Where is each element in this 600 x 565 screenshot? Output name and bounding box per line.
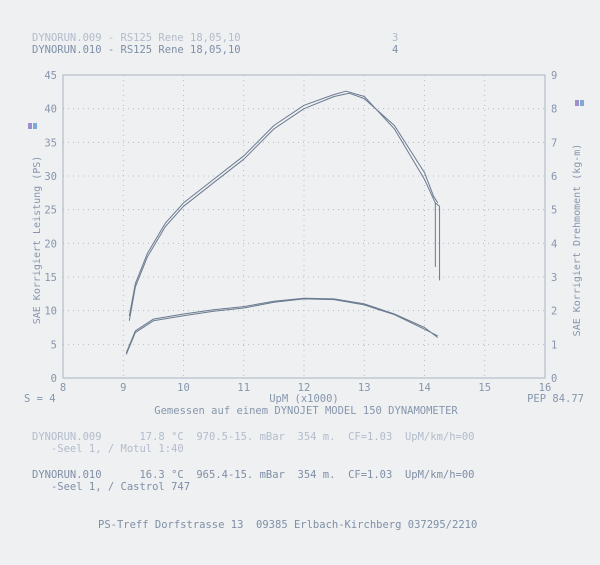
legend-swatch-left-a: [28, 123, 32, 129]
y-right-tick-label: 1: [551, 339, 557, 351]
torque-curve-1: [125, 298, 439, 355]
y-right-tick-label: 4: [551, 238, 557, 250]
y-right-axis-label: SAE Korrigiert Drehmoment (kg-m): [572, 144, 583, 337]
y-left-tick-label: 40: [44, 104, 57, 116]
y-left-tick-label: 5: [51, 339, 57, 351]
x-tick-label: 16: [539, 382, 552, 394]
footer-run2-line1: DYNORUN.010 16.3 °C 965.4-15. mBar 354 m…: [32, 469, 475, 481]
torque-curve-2: [125, 297, 439, 353]
y-left-tick-label: 0: [51, 373, 57, 385]
y-right-tick-labels: 0 1 2 3 4 5 6 7 8 9: [551, 70, 557, 385]
footer-run1-line1: DYNORUN.009 17.8 °C 970.5-15. mBar 354 m…: [32, 431, 475, 443]
legend-swatch-left-b: [33, 123, 37, 129]
y-left-tick-label: 30: [44, 171, 57, 183]
footer-run2-line2: -Seel 1, / Castrol 747: [32, 481, 191, 493]
header-run1-index: 3: [392, 32, 399, 44]
x-tick-label: 13: [358, 382, 371, 394]
legend-swatch-right-b: [580, 100, 584, 106]
x-tick-label: 12: [298, 382, 311, 394]
y-left-tick-label: 10: [44, 306, 57, 318]
y-right-tick-label: 9: [551, 70, 557, 82]
y-right-tick-label: 6: [551, 171, 557, 183]
y-right-tick-label: 0: [551, 373, 557, 385]
footer-address: PS-Treff Dorfstrasse 13 09385 Erlbach-Ki…: [98, 519, 478, 531]
y-left-tick-labels: 0 5 10 15 20 25 30 35 40 45: [44, 70, 57, 385]
x-tick-label: 10: [177, 382, 190, 394]
grid: [63, 74, 545, 378]
y-left-tick-label: 20: [44, 238, 57, 250]
x-tick-label: 14: [418, 382, 431, 394]
x-tick-labels: 8 9 10 11 12 13 14 15 16: [60, 382, 551, 394]
x-tick-label: 11: [237, 382, 250, 394]
curves: [125, 90, 441, 355]
x-axis-label: UpM (x1000): [269, 393, 339, 405]
y-right-tick-label: 2: [551, 306, 557, 318]
header-run2-label: DYNORUN.010 - RS125 Rene 18,05,10: [32, 44, 241, 56]
y-left-tick-label: 35: [44, 137, 57, 149]
x-tick-label: 15: [478, 382, 491, 394]
header-run1-label: DYNORUN.009 - RS125 Rene 18,05,10: [32, 32, 241, 44]
footer-run1-line2: -Seel 1, / Motul 1:40: [32, 443, 184, 455]
power-curve-2: [128, 90, 440, 317]
bottom-left-note: S = 4: [24, 393, 56, 405]
x-tick-label: 9: [120, 382, 126, 394]
y-right-tick-label: 3: [551, 272, 557, 284]
y-left-tick-label: 15: [44, 272, 57, 284]
power-curve-1: [128, 92, 439, 321]
x-tick-label: 8: [60, 382, 66, 394]
y-left-axis-label: SAE Korrigiert Leistung (PS): [32, 156, 43, 325]
y-left-tick-label: 45: [44, 70, 57, 82]
bottom-right-note: PEP 84.77: [527, 393, 584, 405]
legend-swatch-right-a: [575, 100, 579, 106]
y-left-tick-label: 25: [44, 205, 57, 217]
y-right-tick-label: 7: [551, 137, 557, 149]
y-right-tick-label: 5: [551, 205, 557, 217]
chart-caption: Gemessen auf einem DYNOJET MODEL 150 DYN…: [154, 405, 458, 417]
header-run2-index: 4: [392, 44, 399, 56]
y-right-tick-label: 8: [551, 104, 557, 116]
